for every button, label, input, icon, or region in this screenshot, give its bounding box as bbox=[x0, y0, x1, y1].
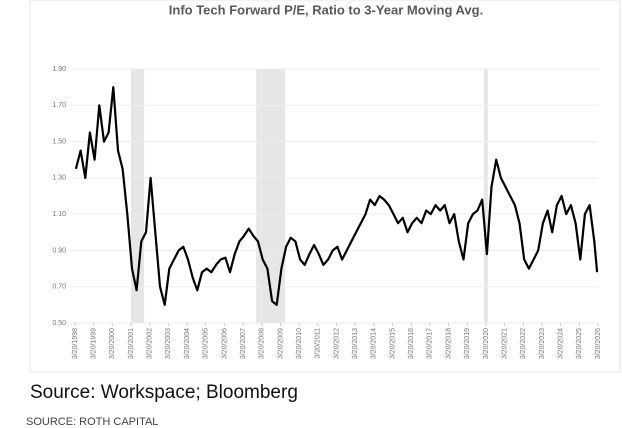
y-tick-label: 1.30 bbox=[52, 175, 66, 182]
y-tick-label: 1.70 bbox=[52, 102, 66, 109]
x-tick-label: 3/20/2005 bbox=[203, 328, 210, 359]
x-tick-label: 3/20/2025 bbox=[576, 328, 583, 359]
x-tick-label: 3/20/2009 bbox=[277, 328, 284, 359]
x-tick-label: 3/20/2000 bbox=[109, 328, 116, 359]
x-tick-label: 3/20/2020 bbox=[483, 328, 490, 359]
chart-title: Info Tech Forward P/E, Ratio to 3-Year M… bbox=[169, 2, 483, 17]
x-tick-label: 3/20/2022 bbox=[520, 328, 527, 359]
x-tick-label: 3/20/2012 bbox=[333, 328, 340, 359]
x-tick-label: 3/20/2003 bbox=[165, 328, 172, 359]
y-tick-label: 0.90 bbox=[52, 247, 66, 254]
x-tick-label: 3/20/1999 bbox=[91, 328, 98, 359]
shaded-range bbox=[484, 69, 488, 323]
footer: SOURCE: ROTH CAPITAL bbox=[26, 416, 158, 428]
x-tick-label: 3/20/2024 bbox=[557, 328, 564, 359]
x-tick-label: 3/20/2019 bbox=[464, 328, 471, 359]
x-tick-label: 3/20/2008 bbox=[259, 328, 266, 359]
x-tick-label: 3/20/2004 bbox=[184, 328, 191, 359]
y-tick-label: 0.70 bbox=[52, 284, 66, 291]
y-tick-label: 1.10 bbox=[52, 211, 66, 218]
x-tick-label: 3/20/2026 bbox=[595, 328, 602, 359]
x-tick-label: 3/20/2016 bbox=[408, 328, 415, 359]
x-tick-label: 3/20/2002 bbox=[147, 328, 154, 359]
x-tick-label: 3/20/2006 bbox=[221, 328, 228, 359]
y-tick-label: 0.50 bbox=[52, 320, 66, 327]
y-tick-label: 1.50 bbox=[52, 138, 66, 145]
x-tick-label: 3/20/2011 bbox=[315, 328, 322, 359]
x-tick-label: 3/20/2015 bbox=[389, 328, 396, 359]
shaded-range bbox=[131, 69, 145, 323]
x-tick-label: 3/20/1998 bbox=[72, 328, 79, 359]
source: Source: Workspace; Bloomberg bbox=[30, 382, 298, 403]
x-tick-label: 3/20/2017 bbox=[427, 328, 434, 359]
x-tick-label: 3/20/2018 bbox=[445, 328, 452, 359]
x-tick-label: 3/20/2001 bbox=[128, 328, 135, 359]
x-tick-label: 3/20/2007 bbox=[240, 328, 247, 359]
x-tick-label: 3/20/2014 bbox=[371, 328, 378, 359]
x-tick-label: 3/20/2013 bbox=[352, 328, 359, 359]
x-tick-label: 3/20/2023 bbox=[539, 328, 546, 359]
x-tick-label: 3/20/2021 bbox=[501, 328, 508, 359]
series-line bbox=[74, 86, 599, 306]
y-tick-label: 1.90 bbox=[52, 66, 66, 73]
chart-frame bbox=[29, 0, 621, 373]
x-tick-label: 3/20/2010 bbox=[296, 328, 303, 359]
